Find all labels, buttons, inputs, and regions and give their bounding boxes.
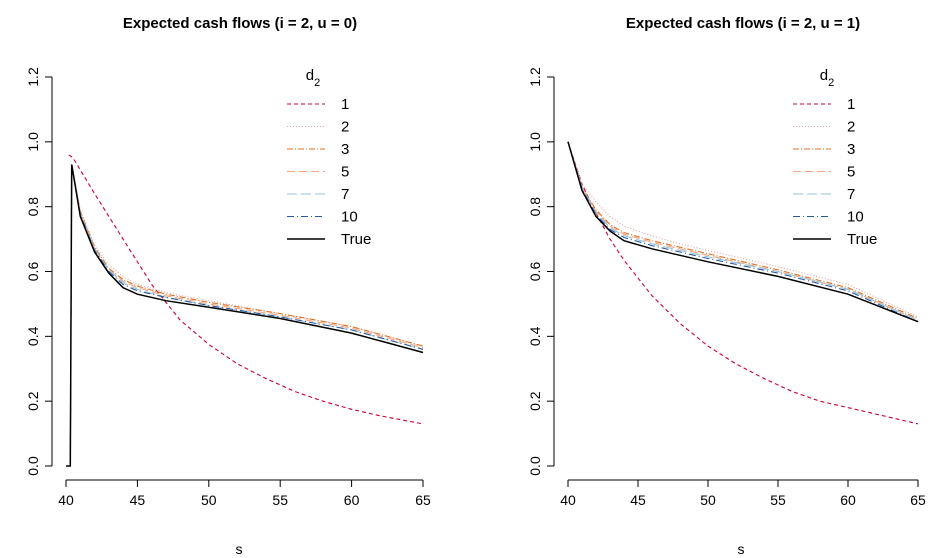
chart-title: Expected cash flows (i = 2, u = 0) — [123, 15, 357, 32]
x-tick-label: 40 — [58, 492, 74, 508]
legend-title-subscript: 2 — [314, 77, 320, 89]
x-axis-label: s — [236, 541, 243, 557]
series-line-true — [567, 141, 919, 323]
y-tick-label: 0.8 — [527, 197, 543, 217]
y-tick-label: 0.0 — [527, 456, 543, 476]
legend-label-1: 1 — [341, 96, 349, 113]
x-tick-label: 50 — [700, 492, 716, 508]
legend-title-subscript: 2 — [828, 77, 834, 89]
y-tick-label: 1.2 — [527, 67, 543, 87]
x-tick-label: 55 — [770, 492, 786, 508]
series-line-1 — [68, 154, 424, 425]
x-tick-label: 55 — [272, 492, 288, 508]
legend-title: d2 — [306, 67, 320, 89]
legend-label-5: 5 — [847, 164, 855, 181]
y-tick-label: 1.0 — [527, 132, 543, 152]
x-tick-label: 45 — [630, 492, 646, 508]
x-tick-label: 40 — [560, 492, 576, 508]
y-tick-label: 0.6 — [25, 262, 41, 282]
series-line-2 — [66, 164, 424, 467]
legend-label-5: 5 — [341, 164, 349, 181]
legend-label-1: 1 — [847, 96, 855, 113]
legend-label-3: 3 — [341, 141, 349, 158]
legend-label-3: 3 — [847, 141, 855, 158]
y-tick-label: 1.2 — [25, 67, 41, 87]
y-tick-label: 0.8 — [25, 197, 41, 217]
legend-label-true: True — [341, 231, 371, 248]
legend-label-2: 2 — [847, 119, 855, 136]
legend-label-true: True — [847, 231, 877, 248]
legend-label-10: 10 — [847, 209, 864, 226]
chart-panel-right: Expected cash flows (i = 2, u = 1)40 45 50… — [527, 15, 926, 557]
legend-label-10: 10 — [341, 209, 358, 226]
series-line-2 — [567, 141, 919, 318]
x-tick-label: 50 — [201, 492, 217, 508]
y-tick-label: 0.0 — [25, 456, 41, 476]
chart-panel-left: Expected cash flows (i = 2, u = 0)40 45 50… — [25, 15, 431, 557]
series-line-7 — [66, 164, 424, 467]
y-tick-label: 0.2 — [527, 391, 543, 411]
y-tick-label: 0.4 — [25, 326, 41, 346]
y-tick-label: 1.0 — [25, 132, 41, 152]
series-line-10 — [567, 141, 919, 323]
series-line-5 — [66, 164, 424, 467]
y-tick-label: 0.6 — [527, 262, 543, 282]
legend: d2 1 2 3 5 7 10 True — [287, 67, 371, 248]
legend: d2 1 2 3 5 7 10 True — [793, 67, 877, 248]
y-tick-label: 0.2 — [25, 391, 41, 411]
legend-label-7: 7 — [847, 186, 855, 203]
legend-label-7: 7 — [341, 186, 349, 203]
series-line-10 — [66, 164, 424, 467]
chart-title: Expected cash flows (i = 2, u = 1) — [626, 15, 860, 32]
series-line-1 — [567, 141, 919, 425]
legend-label-2: 2 — [341, 119, 349, 136]
series-line-3 — [66, 164, 424, 467]
x-tick-label: 60 — [840, 492, 856, 508]
x-axis-label: s — [738, 541, 745, 557]
series-line-7 — [567, 141, 919, 321]
x-tick-label: 65 — [415, 492, 431, 508]
x-tick-label: 60 — [344, 492, 360, 508]
x-tick-label: 45 — [130, 492, 146, 508]
y-tick-label: 0.4 — [527, 326, 543, 346]
series-line-true — [66, 164, 424, 467]
legend-title: d2 — [820, 67, 834, 89]
x-tick-label: 65 — [910, 492, 926, 508]
